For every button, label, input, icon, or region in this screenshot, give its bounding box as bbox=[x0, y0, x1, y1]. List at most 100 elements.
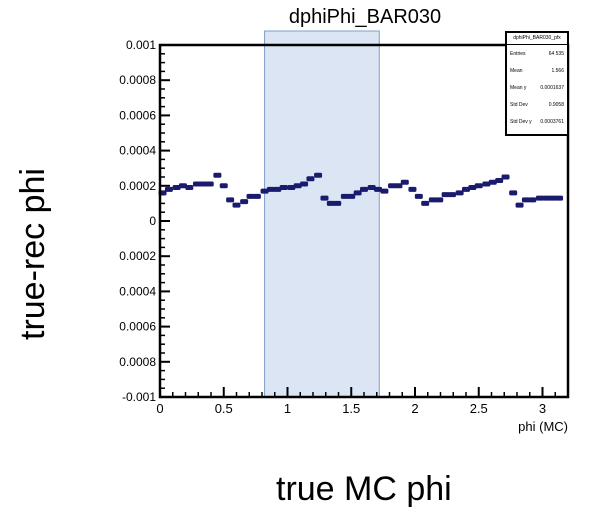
y-tick-label: 0.0006 bbox=[119, 108, 156, 122]
y-tick-label: 0.0006 bbox=[119, 320, 156, 334]
y-tick-label: 0.0004 bbox=[119, 284, 156, 298]
data-point bbox=[408, 186, 417, 192]
data-point bbox=[306, 176, 315, 182]
stats-row-std-dev-y: Std Dev y 0.0003761 bbox=[507, 113, 567, 130]
stats-row-mean: Mean 1.566 bbox=[507, 62, 567, 79]
data-point bbox=[394, 183, 403, 189]
data-point bbox=[501, 174, 510, 180]
data-point bbox=[535, 195, 544, 201]
plot-frame bbox=[158, 43, 570, 399]
data-point bbox=[367, 185, 376, 191]
data-point bbox=[435, 197, 444, 203]
stats-value: 1.566 bbox=[551, 67, 564, 74]
stats-value: 0.0003761 bbox=[540, 118, 564, 125]
stats-value: 0.9058 bbox=[548, 101, 564, 108]
chart-title: dphiPhi_BAR030 bbox=[288, 6, 442, 28]
x-tick-label: 2.5 bbox=[470, 401, 488, 416]
data-point bbox=[300, 181, 309, 187]
data-point bbox=[340, 193, 349, 199]
data-point bbox=[279, 185, 288, 191]
stats-row-entries: Entries 64 535 bbox=[507, 45, 567, 62]
data-point bbox=[555, 195, 564, 201]
y-tick-label: 0.0008 bbox=[119, 355, 156, 369]
data-point bbox=[528, 197, 537, 203]
x-tick-label: 3 bbox=[539, 401, 546, 416]
outer-x-axis-label: true MC phi bbox=[276, 470, 452, 508]
data-point bbox=[441, 192, 450, 198]
data-point bbox=[421, 200, 430, 206]
data-point bbox=[462, 186, 470, 192]
data-point bbox=[172, 185, 181, 191]
data-point bbox=[447, 192, 456, 198]
data-point bbox=[326, 200, 335, 206]
data-point bbox=[213, 172, 222, 178]
outer-y-axis-label: true-rec phi bbox=[14, 168, 52, 340]
data-point bbox=[347, 193, 356, 199]
data-point bbox=[374, 186, 383, 192]
data-point bbox=[455, 190, 464, 196]
data-point bbox=[219, 183, 228, 189]
data-point bbox=[428, 197, 437, 203]
data-point bbox=[199, 181, 208, 187]
y-tick-label: -0.001 bbox=[122, 390, 156, 404]
stats-row-mean-y: Mean y 0.0001637 bbox=[507, 79, 567, 96]
data-point bbox=[388, 183, 397, 189]
stats-box: dphiPhi_BAR030_pfx Entries 64 535 Mean 1… bbox=[505, 31, 569, 136]
data-point bbox=[232, 202, 241, 208]
data-point bbox=[414, 193, 423, 199]
data-point bbox=[164, 186, 173, 192]
x-axis-label: phi (MC) bbox=[518, 419, 568, 434]
data-point bbox=[509, 190, 518, 196]
data-point bbox=[333, 200, 342, 206]
data-point bbox=[178, 183, 187, 189]
data-point bbox=[515, 202, 524, 208]
y-tick-label: 0.0008 bbox=[119, 73, 156, 87]
data-point bbox=[266, 186, 275, 192]
data-point bbox=[226, 197, 235, 203]
data-point bbox=[548, 195, 557, 201]
data-point bbox=[246, 193, 255, 199]
data-point bbox=[542, 195, 551, 201]
stats-label: Std Dev bbox=[510, 101, 528, 108]
data-point bbox=[400, 179, 409, 185]
x-tick-label: 2 bbox=[411, 401, 418, 416]
data-point bbox=[353, 190, 362, 196]
stats-value: 64 535 bbox=[548, 50, 564, 57]
data-point bbox=[252, 193, 261, 199]
data-point bbox=[273, 186, 282, 192]
data-point bbox=[314, 172, 323, 178]
data-point bbox=[205, 181, 214, 187]
y-tick-label: 0.0004 bbox=[119, 144, 156, 158]
data-point bbox=[468, 185, 477, 191]
data-point bbox=[192, 181, 201, 187]
data-point bbox=[488, 179, 497, 185]
data-point bbox=[521, 197, 530, 203]
data-point bbox=[293, 183, 302, 189]
data-point bbox=[360, 186, 368, 192]
stats-label: Std Dev y bbox=[510, 118, 532, 125]
x-tick-label: 0.5 bbox=[215, 401, 233, 416]
data-point bbox=[185, 185, 194, 191]
y-tick-label: 0 bbox=[149, 214, 156, 228]
stats-row-std-dev: Std Dev 0.9058 bbox=[507, 96, 567, 113]
data-point bbox=[495, 178, 504, 184]
data-point bbox=[380, 188, 389, 194]
x-tick-label: 0 bbox=[156, 401, 163, 416]
data-point bbox=[260, 188, 269, 194]
stats-value: 0.0001637 bbox=[540, 84, 564, 91]
data-point bbox=[240, 199, 249, 205]
stats-label: Mean y bbox=[510, 84, 527, 91]
y-tick-label: 0.0002 bbox=[119, 179, 156, 193]
data-point bbox=[320, 195, 329, 201]
stats-label: Entries bbox=[510, 50, 526, 57]
y-tick-label: 0.001 bbox=[126, 38, 156, 52]
data-point bbox=[287, 185, 296, 191]
stats-box-title: dphiPhi_BAR030_pfx bbox=[507, 33, 567, 45]
data-point bbox=[482, 181, 491, 187]
x-tick-label: 1.5 bbox=[342, 401, 360, 416]
highlight-band bbox=[264, 30, 380, 398]
stats-label: Mean bbox=[510, 67, 523, 74]
data-point bbox=[474, 183, 483, 189]
x-tick-label: 1 bbox=[284, 401, 291, 416]
